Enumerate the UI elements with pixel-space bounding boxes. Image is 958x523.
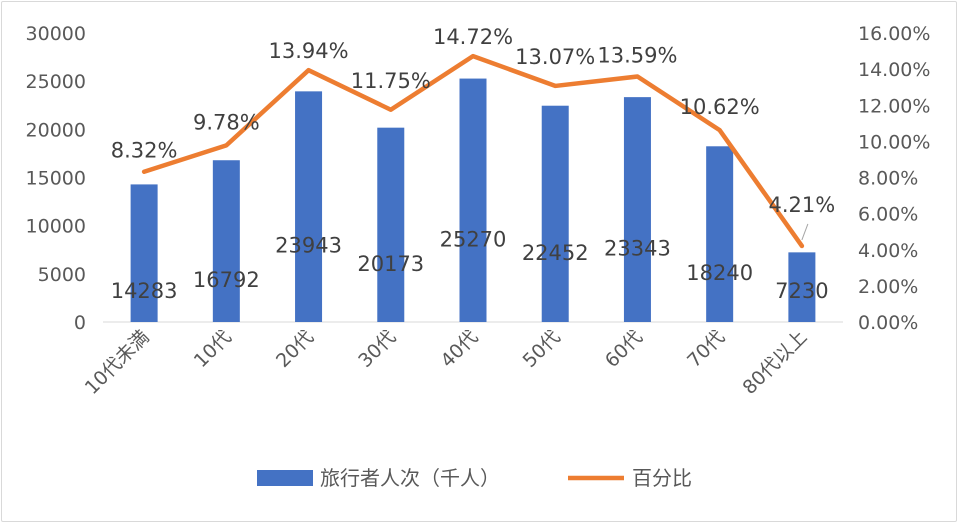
bar-value-label: 7230	[775, 279, 828, 303]
legend-label-line: 百分比	[632, 466, 692, 490]
bar	[623, 97, 651, 323]
bar-value-label: 23943	[275, 234, 342, 258]
y-left-tick-label: 25000	[26, 71, 86, 93]
y-left-tick-label: 20000	[26, 119, 86, 141]
bar-value-label: 18240	[686, 261, 753, 285]
y-left-tick-label: 10000	[26, 216, 86, 238]
bar-value-label: 23343	[604, 237, 671, 261]
y-left-tick-label: 0	[74, 312, 86, 334]
line-value-label: 9.78%	[193, 110, 260, 134]
line-value-label: 13.94%	[269, 39, 349, 63]
category-label: 40代	[436, 326, 482, 372]
line-value-label: 8.32%	[111, 139, 178, 163]
line-value-label: 11.75%	[351, 69, 431, 93]
bar-value-label: 22452	[522, 241, 589, 265]
line-value-label: 10.62%	[680, 95, 760, 119]
bar	[459, 78, 487, 322]
bar-value-label: 25270	[440, 227, 507, 251]
label-leader-line	[801, 223, 809, 241]
category-label: 60代	[601, 326, 647, 372]
bar-value-label: 14283	[111, 279, 178, 303]
legend-swatch-bars	[257, 470, 313, 486]
line-value-label: 14.72%	[433, 25, 513, 49]
bar	[788, 252, 816, 322]
y-right-tick-label: 10.00%	[858, 131, 930, 153]
category-label: 50代	[519, 326, 565, 372]
y-right-tick-label: 0.00%	[858, 312, 918, 334]
y-right-tick-label: 2.00%	[858, 276, 918, 298]
bar	[541, 105, 569, 322]
bar-value-label: 16792	[193, 268, 260, 292]
bar	[706, 146, 734, 322]
category-label: 70代	[683, 326, 729, 372]
line-value-label: 13.59%	[597, 44, 677, 68]
bar-value-label: 20173	[357, 252, 424, 276]
y-right-tick-label: 8.00%	[858, 168, 918, 190]
category-label: 80代以上	[738, 326, 811, 399]
percent-line	[141, 53, 805, 249]
y-right-tick-label: 6.00%	[858, 204, 918, 226]
category-label: 30代	[354, 326, 400, 372]
y-left-tick-label: 30000	[26, 23, 86, 45]
bar	[130, 184, 158, 322]
y-right-tick-label: 16.00%	[858, 23, 930, 45]
y-right-tick-label: 4.00%	[858, 240, 918, 262]
legend-label-bars: 旅行者人次（千人）	[320, 466, 500, 490]
line-value-label: 4.21%	[769, 193, 836, 217]
category-label: 10代未満	[81, 326, 154, 399]
y-right-tick-label: 14.00%	[858, 59, 930, 81]
bar	[212, 160, 240, 322]
line-value-label: 13.07%	[515, 45, 595, 69]
category-label: 10代	[190, 326, 236, 372]
y-right-tick-label: 12.00%	[858, 95, 930, 117]
y-left-tick-label: 5000	[38, 264, 86, 286]
category-label: 20代	[272, 326, 318, 372]
y-left-tick-label: 15000	[26, 168, 86, 190]
bar	[295, 91, 323, 323]
bar	[377, 127, 405, 322]
